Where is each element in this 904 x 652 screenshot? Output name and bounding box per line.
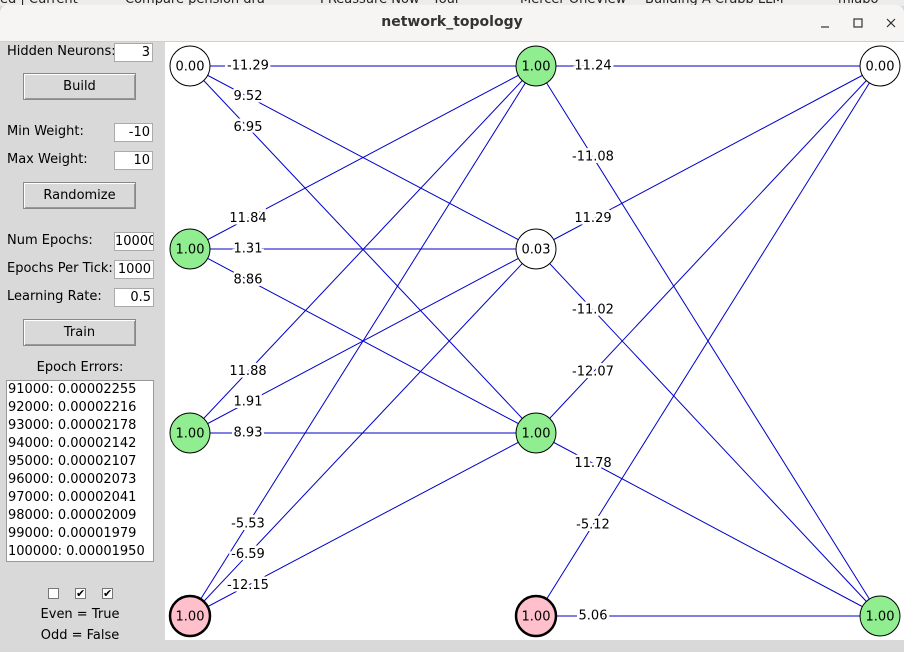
browser-tab[interactable]: mlabo (838, 0, 878, 6)
window-controls (821, 18, 896, 28)
edge-weight: 1.91 (234, 395, 263, 410)
edge (535, 65, 881, 250)
canvas-background (165, 42, 904, 640)
neuron-value: 1.00 (866, 610, 895, 625)
text-entry[interactable]: 0.5 (114, 288, 154, 307)
randomize-button[interactable]: Randomize (23, 182, 136, 209)
neuron (169, 228, 211, 270)
edge-weight: -12.07 (572, 365, 614, 380)
result-text: Odd = False (40, 628, 120, 643)
neuron (169, 45, 211, 87)
window-title: network_topology (381, 14, 523, 30)
edge-weight: -11.29 (227, 59, 269, 74)
browser-tab[interactable]: ed | Current (0, 0, 78, 6)
close-button[interactable] (886, 18, 896, 28)
neuron (169, 412, 211, 454)
neuron-value: 0.03 (522, 243, 551, 258)
edge-weight: 11.24 (574, 59, 611, 74)
title-bar: network_topology (0, 5, 904, 42)
neuron-value: 1.00 (522, 60, 551, 75)
edge-weight: 1.31 (234, 242, 263, 257)
edge (535, 432, 881, 617)
edge (535, 65, 881, 617)
edge-weight: -11.02 (572, 302, 614, 317)
field-label: Hidden Neurons: (7, 44, 116, 59)
neuron-value: 1.00 (522, 427, 551, 442)
build-button[interactable]: Build (23, 73, 136, 100)
edge (189, 248, 537, 617)
neuron (859, 595, 901, 637)
field-label: Learning Rate: (7, 289, 102, 304)
list-item[interactable]: 98000: 0.00002009 (8, 508, 137, 523)
neuron-value: 1.00 (176, 427, 205, 442)
maximize-button[interactable] (853, 18, 863, 28)
browser-tab[interactable]: Compare pension dra (125, 0, 265, 6)
browser-tab[interactable]: Mercer OneView (520, 0, 626, 6)
list-item[interactable]: 93000: 0.00002178 (8, 418, 137, 433)
list-item[interactable]: 95000: 0.00002107 (8, 454, 137, 469)
text-entry[interactable]: 10000 (114, 232, 154, 251)
edge-weight: 11.84 (229, 211, 266, 226)
list-item[interactable]: 94000: 0.00002142 (8, 436, 137, 451)
neuron (514, 594, 558, 638)
browser-tab[interactable]: Building A Crabb LLM (645, 0, 784, 6)
text-entry[interactable]: 1000 (114, 260, 154, 279)
edge-weight: -5.12 (576, 517, 610, 532)
neuron (515, 228, 557, 270)
edge-weight: 9.52 (234, 89, 263, 104)
field-label: Min Weight: (7, 124, 84, 139)
edge (189, 65, 537, 617)
text-entry[interactable]: -10 (114, 123, 153, 142)
list-title: Epoch Errors: (36, 360, 124, 375)
neuron (515, 45, 557, 87)
edge-weight: 6.95 (234, 120, 263, 135)
list-item[interactable]: 99000: 0.00001979 (8, 526, 137, 541)
list-item[interactable]: 91000: 0.00002255 (8, 382, 137, 397)
network-canvas: -11.29 9.52 6.95 11.84 1.31 8.86 11.88 1.91 8.93… (165, 42, 904, 640)
edge-weight: -12.15 (227, 578, 269, 593)
edge (189, 65, 537, 434)
train-button[interactable]: Train (23, 319, 136, 346)
edge-weight: 5.06 (579, 609, 608, 624)
list-item[interactable]: 96000: 0.00002073 (8, 472, 137, 487)
neuron-value: 1.00 (176, 610, 205, 625)
edge-weight: 11.29 (574, 211, 611, 226)
field-label: Num Epochs: (7, 233, 93, 248)
neuron-value: 0.00 (866, 60, 895, 75)
edge (189, 65, 537, 250)
list-item[interactable]: 97000: 0.00002041 (8, 490, 137, 505)
edge-weight: -6.59 (231, 547, 265, 562)
field-label: Epochs Per Tick: (7, 261, 113, 276)
checkbox[interactable]: ✔ (102, 587, 113, 600)
neuron (859, 45, 901, 87)
checkbox[interactable] (48, 588, 59, 599)
neuron-value: 1.00 (522, 610, 551, 625)
result-text: Even = True (40, 607, 120, 622)
edge (535, 248, 881, 617)
edge-weight: 11.78 (574, 456, 611, 471)
edge-weight: 8.86 (234, 272, 263, 287)
edge (189, 432, 537, 617)
list-item[interactable]: 100000: 0.00001950 (8, 544, 145, 559)
browser-tabs: ed | Current Compare pension dra PReassure… (0, 0, 904, 6)
text-entry[interactable]: 10 (114, 151, 153, 170)
neuron-value: 1.00 (176, 243, 205, 258)
checkbox[interactable]: ✔ (75, 587, 86, 600)
list-item[interactable]: 92000: 0.00002216 (8, 400, 137, 415)
text-entry[interactable]: 3 (114, 43, 153, 62)
neuron (168, 594, 212, 638)
edge-weight: 8.93 (234, 426, 263, 441)
field-label: Max Weight: (7, 152, 88, 167)
neuron-value: 0.00 (176, 60, 205, 75)
edge-weight: -11.08 (572, 150, 614, 165)
edge-weight: -5.53 (231, 516, 265, 531)
epoch-error-list[interactable]: 91000: 0.00002255 92000: 0.00002216 93000:… (6, 380, 154, 562)
browser-tab[interactable]: PReassure Now - Your (320, 0, 460, 6)
edge-weight: 11.88 (229, 364, 266, 379)
neuron (515, 412, 557, 454)
edge (535, 65, 881, 434)
